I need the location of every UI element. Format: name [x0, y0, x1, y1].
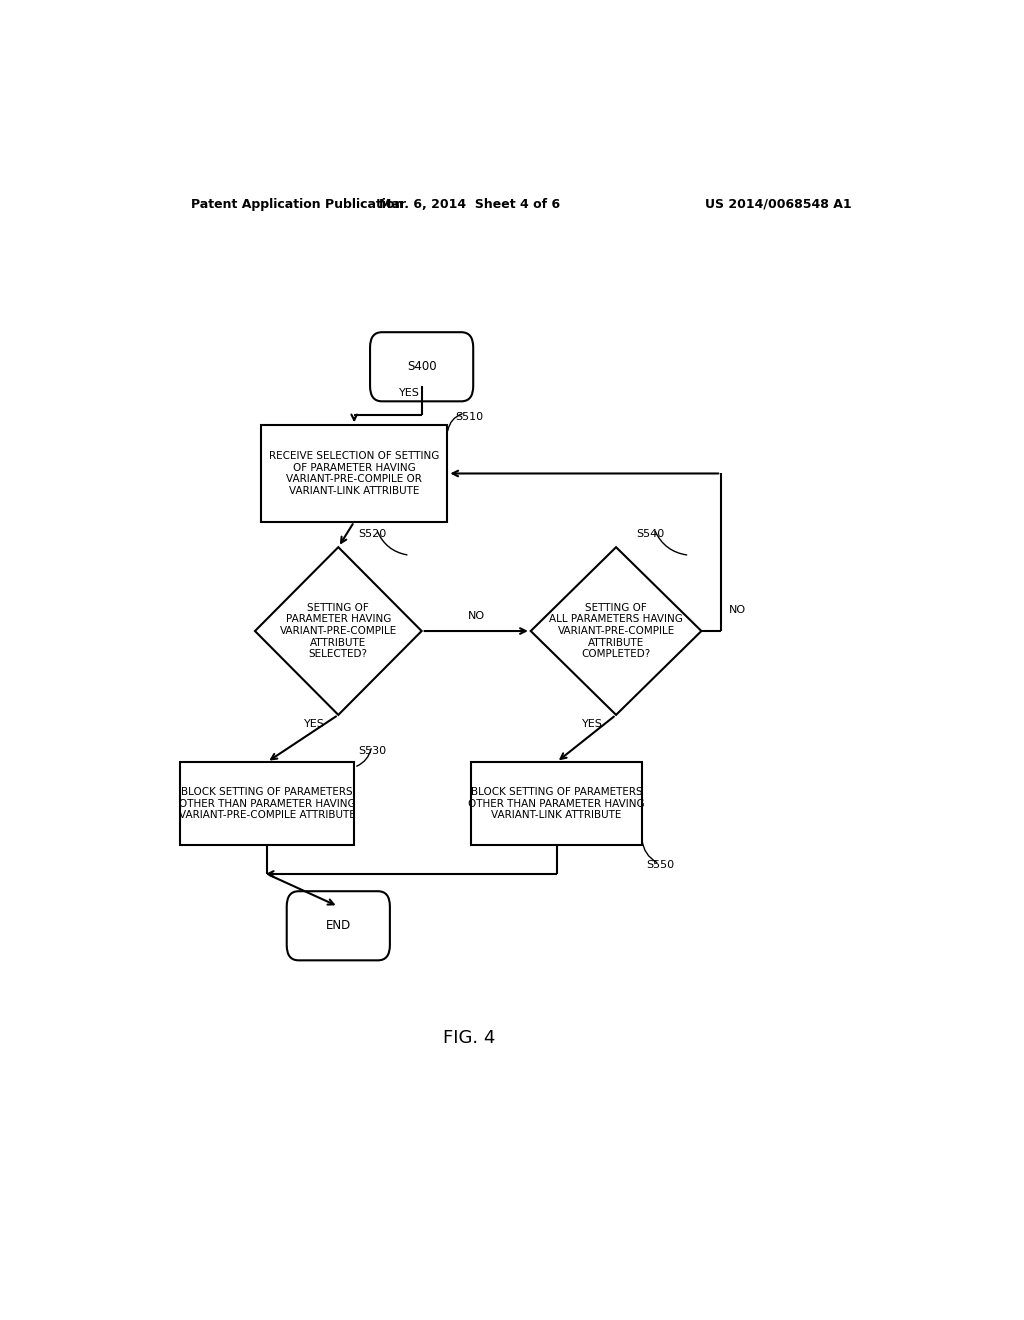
- Text: S540: S540: [636, 529, 665, 539]
- Text: FIG. 4: FIG. 4: [443, 1028, 496, 1047]
- Text: S550: S550: [646, 859, 674, 870]
- FancyBboxPatch shape: [370, 333, 473, 401]
- Text: S530: S530: [358, 746, 386, 756]
- Bar: [179, 762, 354, 846]
- Polygon shape: [255, 548, 422, 715]
- Text: END: END: [326, 919, 351, 932]
- Text: SETTING OF
ALL PARAMETERS HAVING
VARIANT-PRE-COMPILE
ATTRIBUTE
COMPLETED?: SETTING OF ALL PARAMETERS HAVING VARIANT…: [549, 603, 683, 659]
- Text: Patent Application Publication: Patent Application Publication: [191, 198, 403, 211]
- Text: YES: YES: [399, 388, 420, 399]
- Text: BLOCK SETTING OF PARAMETERS
OTHER THAN PARAMETER HAVING
VARIANT-PRE-COMPILE ATTR: BLOCK SETTING OF PARAMETERS OTHER THAN P…: [178, 787, 355, 821]
- Text: S510: S510: [456, 412, 483, 422]
- Text: SETTING OF
PARAMETER HAVING
VARIANT-PRE-COMPILE
ATTRIBUTE
SELECTED?: SETTING OF PARAMETER HAVING VARIANT-PRE-…: [280, 603, 397, 659]
- FancyBboxPatch shape: [287, 891, 390, 961]
- Text: Mar. 6, 2014  Sheet 4 of 6: Mar. 6, 2014 Sheet 4 of 6: [379, 198, 560, 211]
- Polygon shape: [530, 548, 701, 715]
- Text: NO: NO: [468, 611, 484, 620]
- Text: S520: S520: [358, 529, 386, 539]
- Text: RECEIVE SELECTION OF SETTING
OF PARAMETER HAVING
VARIANT-PRE-COMPILE OR
VARIANT-: RECEIVE SELECTION OF SETTING OF PARAMETE…: [269, 451, 439, 496]
- Bar: [471, 762, 642, 846]
- Bar: [261, 425, 447, 521]
- Text: YES: YES: [304, 719, 325, 729]
- Text: BLOCK SETTING OF PARAMETERS
OTHER THAN PARAMETER HAVING
VARIANT-LINK ATTRIBUTE: BLOCK SETTING OF PARAMETERS OTHER THAN P…: [468, 787, 645, 821]
- Text: YES: YES: [582, 719, 603, 729]
- Text: S400: S400: [407, 360, 436, 374]
- Text: US 2014/0068548 A1: US 2014/0068548 A1: [706, 198, 852, 211]
- Text: NO: NO: [729, 605, 746, 615]
